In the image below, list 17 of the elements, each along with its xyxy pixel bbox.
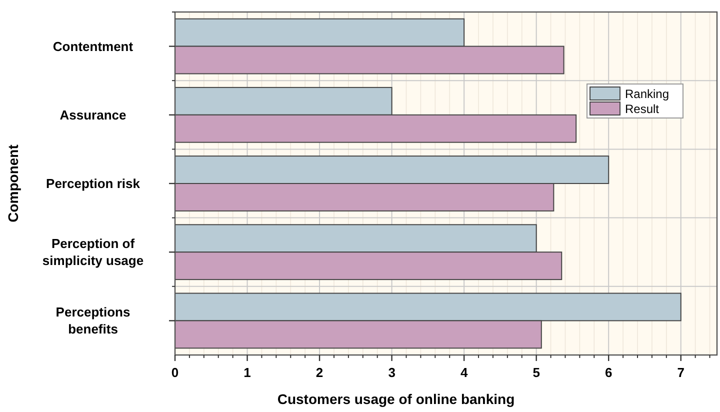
y-tick-label: Perceptions benefits bbox=[56, 304, 130, 337]
legend-label: Result bbox=[625, 102, 660, 116]
x-tick-label: 3 bbox=[388, 365, 396, 380]
x-tick-label: 7 bbox=[677, 365, 684, 380]
x-tick-label: 0 bbox=[171, 365, 179, 380]
x-tick-label: 4 bbox=[460, 365, 468, 380]
y-tick-label: Perception risk bbox=[46, 176, 141, 191]
legend-label: Ranking bbox=[625, 87, 670, 101]
y-tick-label: Perception of simplicity usage bbox=[42, 236, 144, 268]
y-axis-title: Component bbox=[5, 144, 21, 222]
x-tick-label: 5 bbox=[532, 365, 540, 380]
y-tick-label: Contentment bbox=[52, 38, 134, 54]
y-tick-label: Assurance bbox=[60, 107, 126, 122]
x-tick-label: 2 bbox=[316, 365, 324, 380]
x-axis-title: Customers usage of online banking bbox=[277, 391, 515, 407]
x-tick-label: 6 bbox=[604, 365, 612, 380]
x-tick-label: 1 bbox=[244, 365, 251, 380]
